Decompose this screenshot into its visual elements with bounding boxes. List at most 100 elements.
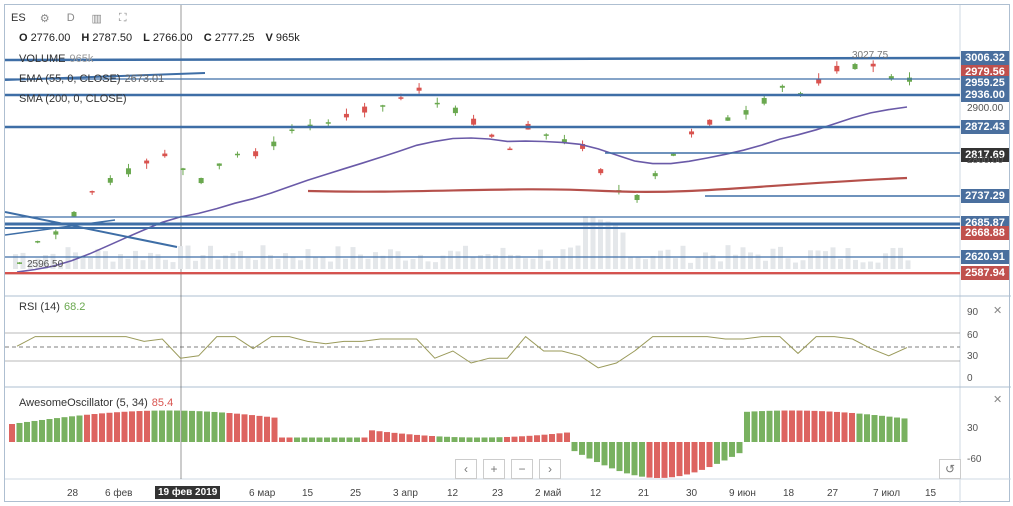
volume-bar [815,250,821,269]
ema-legend[interactable]: EMA (55, 0, CLOSE) 2673.01 [19,73,165,85]
volume-bar [853,259,858,269]
candle [380,105,386,107]
price-chart-canvas[interactable] [5,5,1011,503]
rsi-legend[interactable]: RSI (14) 68.2 [19,301,86,313]
trend-line [5,72,206,81]
ao-bar [151,410,158,442]
ao-bar [24,421,30,442]
price-tag: 2872.43 [961,120,1009,134]
volume-bar [823,251,828,269]
candle [707,119,713,125]
candle [35,241,41,243]
x-axis-label: 6 фев [105,488,133,499]
candle [761,97,767,104]
candle [162,153,168,157]
volume-bar [305,249,311,269]
volume-bar [28,260,33,269]
ao-bar [789,410,795,442]
volume-bar [770,248,776,269]
ao-bar [294,437,300,442]
ao-bar [39,419,45,442]
price-tag: 2959.25 [961,76,1009,90]
ao-bar [376,431,383,442]
scroll-right-button[interactable]: › [539,459,561,479]
volume-bar [778,246,783,269]
volume-bar [335,246,341,269]
candle [670,153,676,156]
ao-bar [249,415,255,442]
ao-bar [316,437,323,442]
expand-icon[interactable]: ⛶ [118,11,127,24]
close-icon[interactable]: ✕ [993,394,1003,406]
close-icon[interactable]: ✕ [993,305,1003,317]
ao-bar [241,414,248,442]
ao-bar [174,410,180,442]
ao-bar [279,437,285,442]
candle [343,113,349,118]
scroll-left-button[interactable]: ‹ [455,459,477,479]
ao-bar [16,422,23,442]
interval-button[interactable]: D [66,12,75,24]
ao-bar [654,442,660,478]
ao-bar [774,410,780,442]
volume-bar [163,259,168,269]
ao-bar [369,430,375,442]
gear-icon[interactable]: ⚙ [39,12,50,25]
volume-bar [493,255,498,269]
volume-bar [118,254,123,269]
volume-legend[interactable]: VOLUME 965k [19,53,94,65]
volume-bar [703,252,708,269]
ao-bar [526,435,533,442]
ao-bar [646,442,653,478]
volume-bar [58,261,63,269]
volume-bar [838,258,843,269]
ao-bar [256,415,263,442]
volume-bar [560,249,566,269]
volume-bar [133,250,138,269]
volume-bar [170,262,176,269]
ao-bar [826,411,833,442]
volume-bar [418,254,423,269]
sma-legend[interactable]: SMA (200, 0, CLOSE) [19,93,127,105]
bars-icon[interactable]: ▥ [91,12,102,25]
volume-bar [298,260,303,269]
ao-bar [31,420,38,442]
volume-bar [868,261,873,269]
volume-bar [830,247,836,269]
candle [870,63,876,67]
volume-bar [755,254,761,269]
zoom-in-button[interactable]: + [483,459,505,479]
ao-bar [766,410,773,442]
candle [216,163,222,166]
reset-icon[interactable]: ↺ [939,459,961,479]
zoom-out-button[interactable]: − [511,459,533,479]
candle [888,76,894,79]
volume-bar [808,250,813,269]
candle [180,168,186,171]
x-axis-label: 28 [67,488,79,499]
symbol-label[interactable]: ES [11,12,26,24]
volume-bar [718,261,723,269]
ao-bar [159,410,165,442]
volume-bar [508,254,513,269]
volume-bar [88,257,93,269]
ao-bar [99,413,105,442]
volume-bar [800,260,806,269]
ao-bar [511,436,518,442]
volume-bar [283,253,288,269]
ao-bar [894,417,900,442]
ao-bar [624,442,630,474]
volume-bar [523,258,528,269]
ao-legend[interactable]: AwesomeOscillator (5, 34) 85.4 [19,397,174,409]
volume-bar [365,258,371,269]
ao-bar [631,442,638,476]
candle [816,78,822,84]
trend-line [5,56,961,62]
price-tag: 2737.29 [961,189,1009,203]
volume-bar [268,254,273,269]
price-tag: 2979.56 [961,65,1009,79]
x-axis-label: 9 июн [729,488,756,499]
ao-bar [391,432,398,442]
ao-bar [481,437,488,442]
